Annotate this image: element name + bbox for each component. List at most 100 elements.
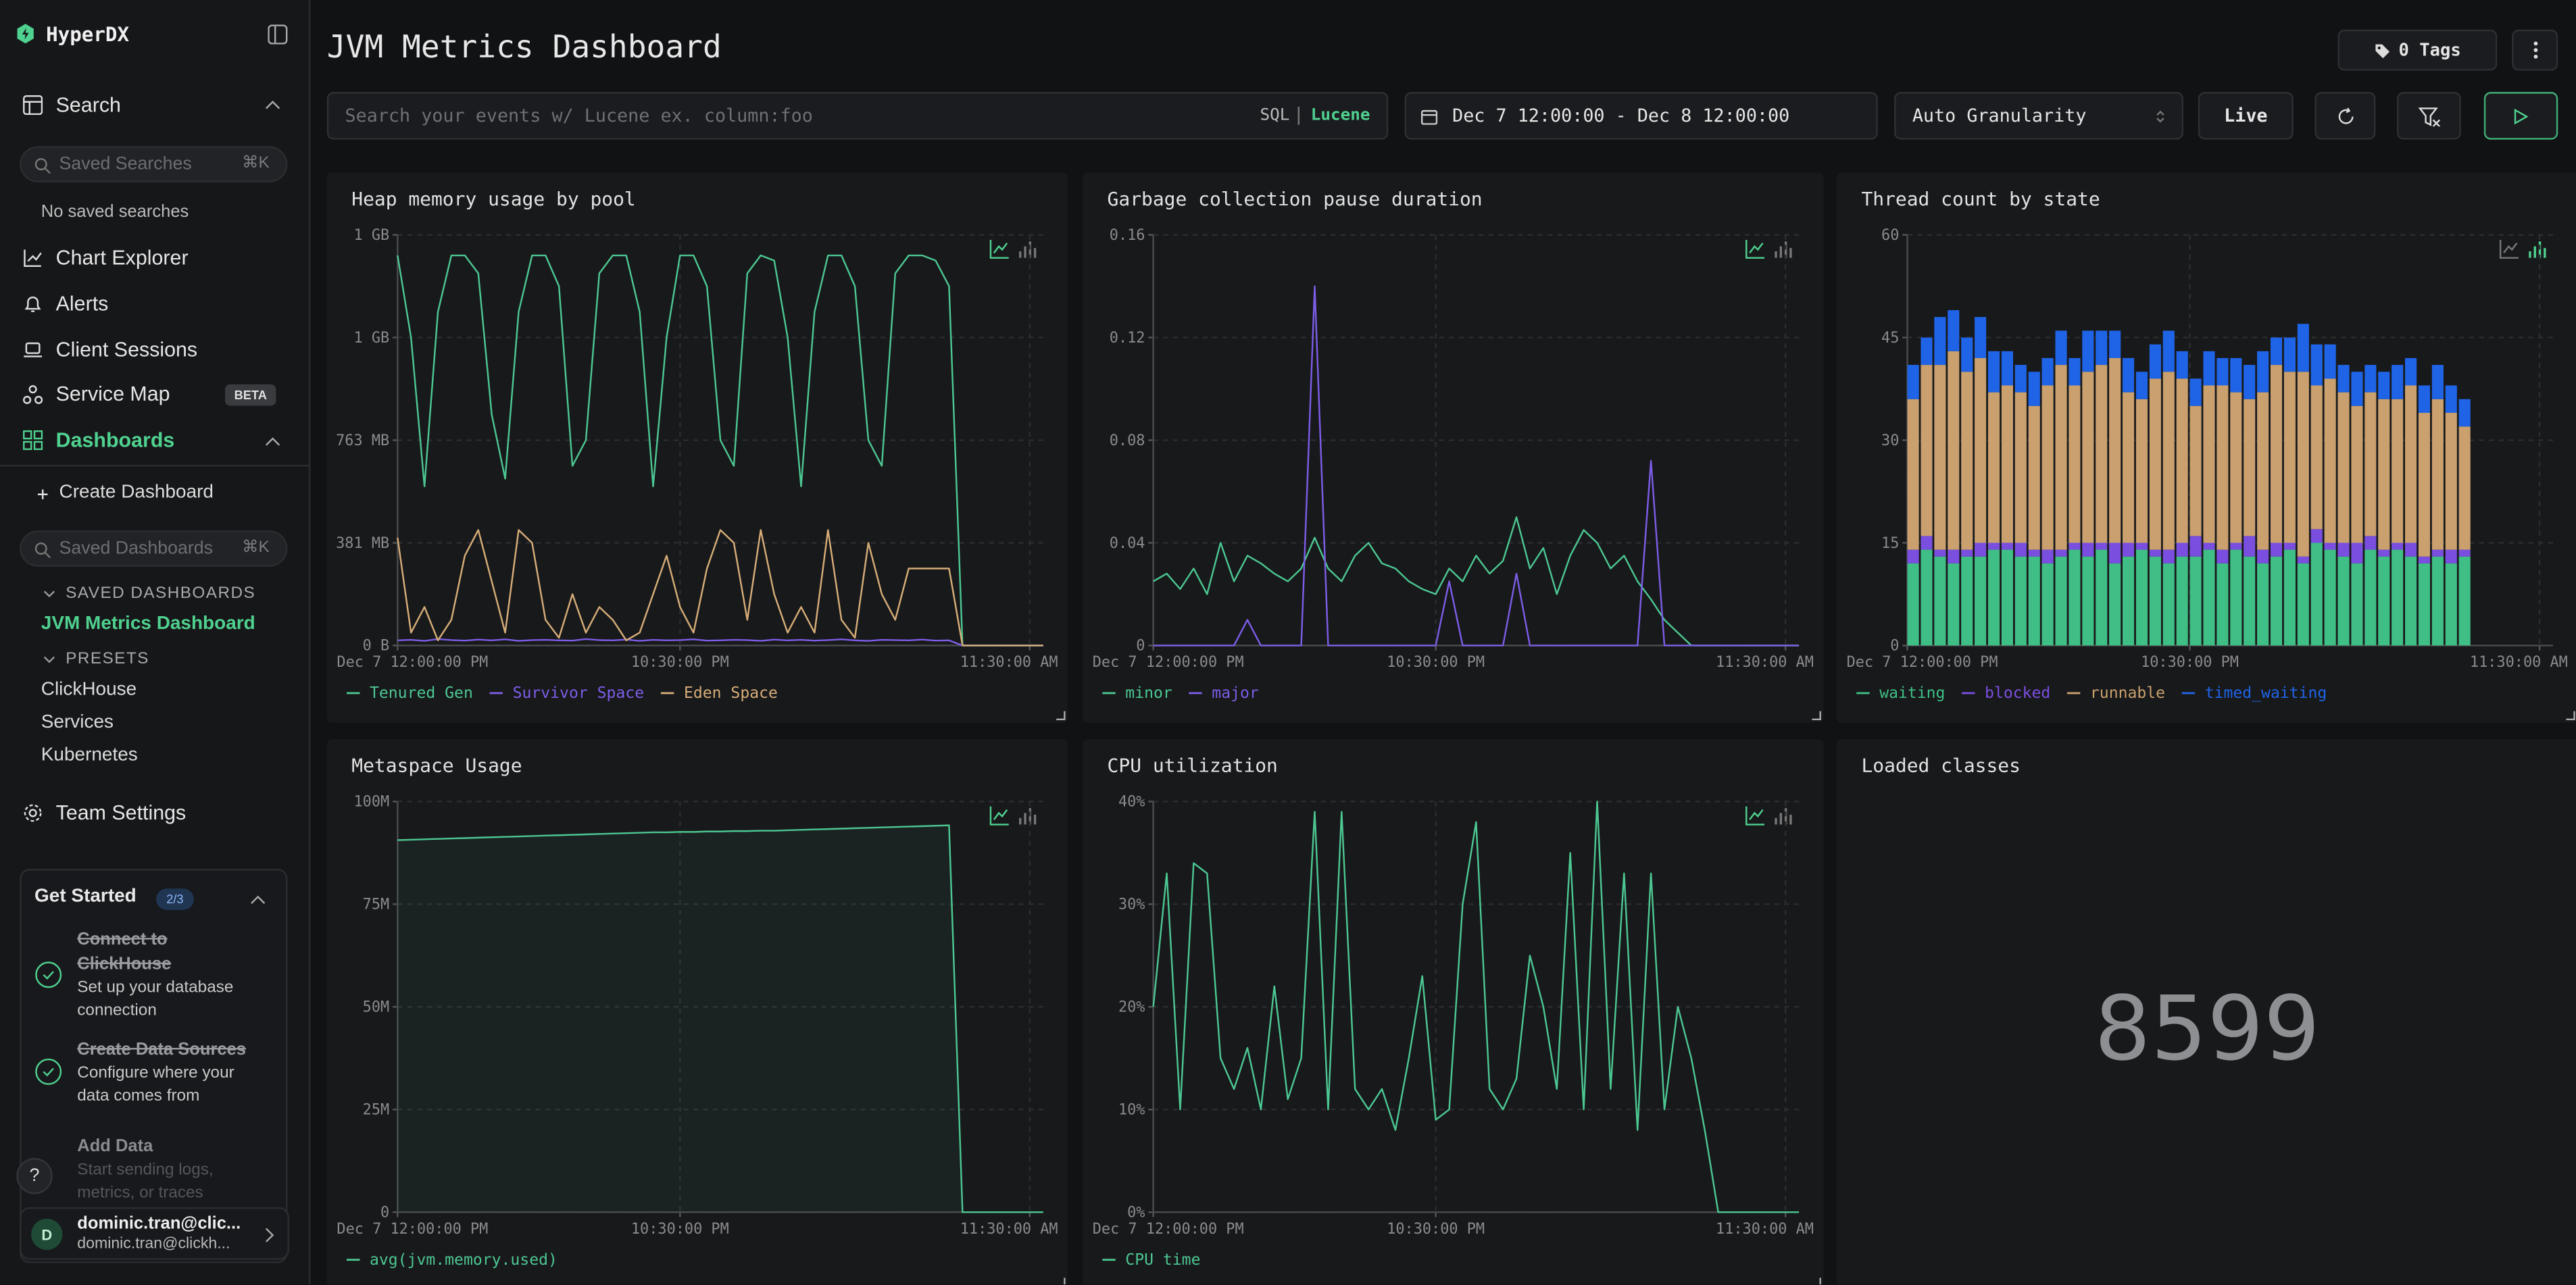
legend-label[interactable]: minor [1124,684,1172,702]
preset-link[interactable]: ClickHouse [41,680,137,700]
resize-handle[interactable] [2566,711,2575,721]
bar-segment [2310,344,2323,386]
chevron[interactable] [43,590,55,600]
chevron[interactable] [250,894,266,905]
dashboard-link[interactable]: JVM Metrics Dashboard [41,614,255,634]
legend-label[interactable]: Eden Space [684,684,778,702]
legend-label[interactable]: CPU time [1124,1251,1199,1269]
filter-button[interactable] [2397,92,2461,140]
nav-search[interactable]: Search [23,92,121,118]
legend-label[interactable]: Survivor Space [513,684,645,702]
bar-segment [2096,330,2108,366]
bar-segment [1934,365,1946,550]
bar-segment [2378,549,2390,557]
line-chart-toggle[interactable] [1744,239,1764,259]
bar-chart-toggle[interactable] [1019,808,1037,825]
x-tick-label: 10:30:00 PM [1386,654,1484,671]
icon [1774,808,1791,825]
run-button[interactable] [2483,92,2558,140]
dashboard-title[interactable]: JVM Metrics Dashboard [326,29,722,66]
chart-panel: Garbage collection pause duration 0 0.04 0.… [1081,172,1823,723]
bar-segment [1961,337,1973,372]
bar-chart-toggle[interactable] [1019,241,1037,258]
saved-dashboard-input[interactable]: Saved Dashboards ⌘K [20,530,288,567]
nav-item[interactable]: Chart Explorer [23,245,189,271]
x-tick-label: Dec 7 12:00:00 PM [1092,1221,1243,1238]
icon [2499,239,2519,259]
icon [23,95,43,116]
bar-chart-toggle[interactable] [1774,241,1791,258]
nav-item[interactable]: Service Map [23,381,170,407]
chevron[interactable] [43,655,55,665]
help-button[interactable]: ? [16,1157,53,1194]
line-chart-toggle[interactable] [989,239,1009,259]
bar-segment [1948,549,1960,563]
bar-segment [2392,549,2404,646]
bar-segment [2337,365,2350,393]
preset-link[interactable]: Kubernetes [41,745,138,765]
granularity-select[interactable]: Auto Granularity [1894,92,2183,140]
bar-segment [2351,405,2363,543]
saved-search-input[interactable]: Saved Searches ⌘K [20,146,288,182]
icon [2514,107,2529,124]
bar-segment [2001,543,2013,550]
nav-item[interactable]: Client Sessions [23,336,197,363]
create-dashboard[interactable]: Create Dashboard [59,482,214,503]
menu-button[interactable] [2512,29,2558,71]
tags-button[interactable]: 0 Tags [2337,29,2498,71]
bar-segment [1907,563,1919,646]
date-range[interactable]: Dec 7 12:00:00 - Dec 8 12:00:00 [1404,92,1878,140]
chevron[interactable] [264,435,280,447]
line-chart-toggle[interactable] [1744,806,1764,826]
resize-handle[interactable] [1056,711,1066,721]
bar-chart-toggle[interactable] [2529,241,2546,258]
collapse-button[interactable] [268,24,288,45]
icon [24,342,42,357]
legend-label[interactable]: blocked [1985,684,2050,702]
bar-segment [2418,563,2431,646]
bar-segment [2189,405,2202,536]
nav-item[interactable]: Team Settings [23,800,186,826]
legend-label[interactable]: Tenured Gen [370,684,473,702]
line-chart-toggle[interactable] [2499,239,2519,259]
legend-label[interactable]: avg(jvm.memory.used) [370,1251,558,1269]
query-mode-active[interactable]: Lucene [1310,107,1370,125]
bar-chart-toggle[interactable] [1774,808,1791,825]
user-menu[interactable]: D dominic.tran@clic... dominic.tran@clic… [20,1207,289,1260]
y-tick-label: 763 MB [336,432,389,449]
legend-label[interactable]: runnable [2090,684,2165,702]
x-tick-label: 11:30:00 AM [960,654,1058,671]
nav-item[interactable]: Alerts [23,291,108,317]
refresh-button[interactable] [2314,92,2376,140]
bar-segment [2216,357,2229,386]
bar-segment [2297,563,2309,646]
legend-label[interactable]: major [1211,684,1258,702]
preset-link[interactable]: Services [41,713,114,733]
y-tick-label: 0 [380,1204,389,1221]
bar-segment [2270,365,2283,543]
chevron[interactable] [264,99,280,110]
line-chart-toggle[interactable] [989,806,1009,826]
chart: Thread count by state 0 15 30 45 60 Dec 7 12:0… [1847,188,2575,721]
live-button[interactable]: Live [2198,92,2294,140]
query-mode[interactable]: SQL [1260,107,1300,125]
x-tick-label: 10:30:00 PM [631,654,729,671]
bar-segment [2203,549,2215,646]
nav-dashboards[interactable]: Dashboards [23,427,174,453]
resize-handle[interactable] [1811,1278,1820,1285]
bar-segment [2149,378,2161,550]
legend-label[interactable]: timed_waiting [2205,684,2327,702]
resize-handle[interactable] [1811,711,1820,721]
bar-segment [2149,344,2161,379]
bar-segment [2176,351,2188,379]
legend-label[interactable]: waiting [1879,684,1945,702]
bar-segment [2109,357,2121,543]
y-tick-label: 75M [363,897,390,913]
bar-segment [2001,549,2013,646]
bar-segment [1987,543,2000,550]
chevron [265,1228,274,1242]
resize-handle[interactable] [1056,1278,1066,1285]
y-tick-label: 0 [1135,638,1144,655]
search-input[interactable]: Search your events w/ Lucene ex. column:… [326,92,1389,140]
bar-segment [2028,405,2040,550]
